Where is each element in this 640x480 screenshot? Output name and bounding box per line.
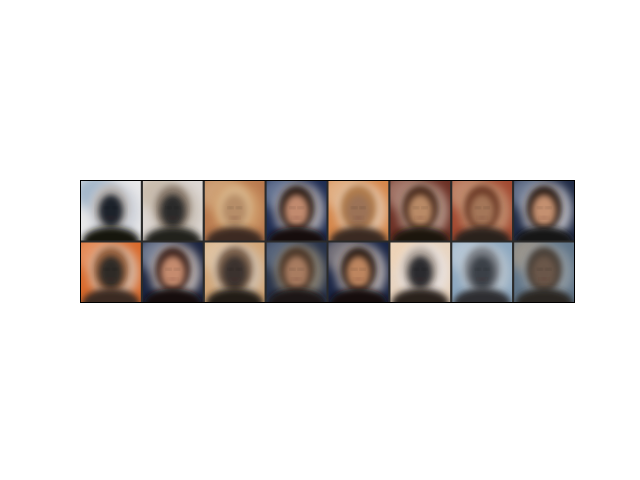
sample-grid-svg	[81, 181, 574, 302]
generated-sample-image	[446, 237, 512, 302]
generated-sample-image	[323, 237, 389, 302]
generated-sample-image	[261, 237, 327, 302]
generated-sample-image	[81, 237, 141, 302]
generated-sample-image	[384, 237, 450, 302]
generated-sample-image	[199, 237, 265, 302]
generated-sample-image	[137, 237, 203, 302]
sample-image-grid	[80, 180, 575, 303]
generated-sample-image	[508, 237, 574, 302]
